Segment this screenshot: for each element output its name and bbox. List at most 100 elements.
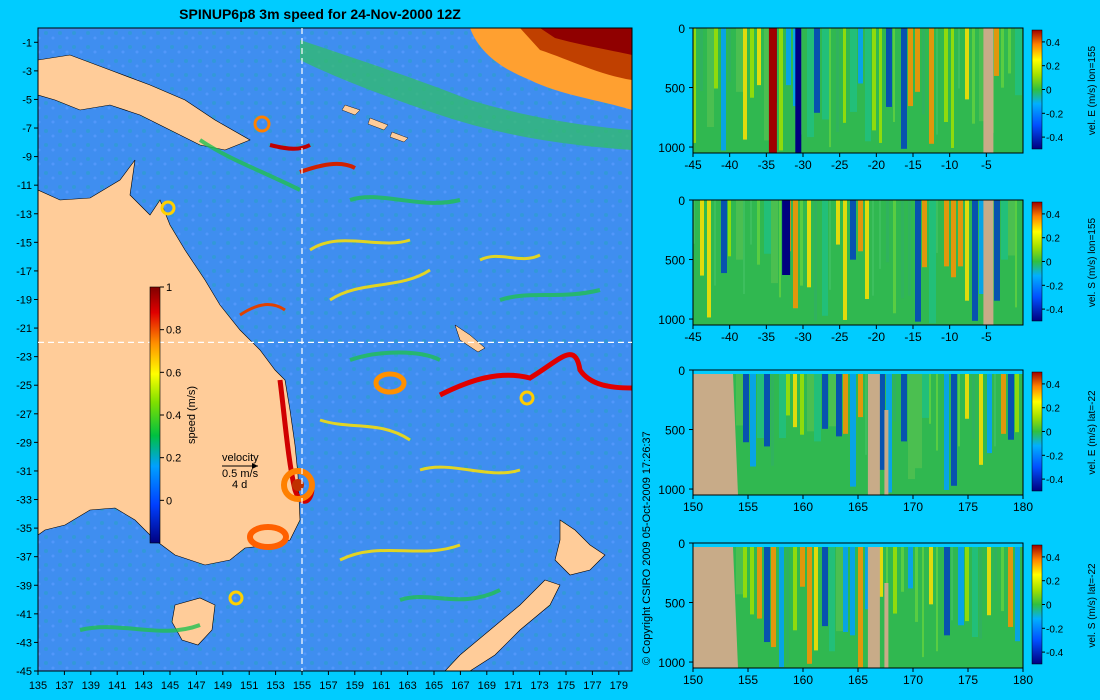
section-colorbar-tick-label: 0.4: [1046, 38, 1060, 49]
section-land: [983, 200, 994, 325]
section-x-tick-label: 175: [958, 673, 978, 687]
section-colorbar-label: vel. E (m/s) lat=-22: [1087, 390, 1098, 475]
map-title: SPINUP6p8 3m speed for 24-Nov-2000 12Z: [179, 6, 461, 22]
lat-tick-label: -23: [16, 352, 32, 364]
lat-tick-label: -39: [16, 580, 32, 592]
section-x-tick-label: 160: [793, 673, 813, 687]
lat-tick-label: -5: [22, 94, 32, 106]
section-x-tick-label: 175: [958, 500, 978, 514]
speed-map: 135 137 139 141 143 145 147 149 151 153 155 157 159 1…: [16, 27, 633, 692]
lat-tick-label: -41: [16, 609, 32, 621]
lat-tick-label: -3: [22, 66, 32, 78]
section-colorbar: [1031, 544, 1043, 665]
section-colorbar-tick-label: 0.4: [1046, 210, 1060, 221]
lon-tick-label: 153: [266, 680, 284, 692]
lon-tick-label: 147: [187, 680, 205, 692]
section-y-tick-label: 500: [665, 82, 685, 96]
new-zealand-north: [554, 519, 606, 576]
section-y-tick-label: 1000: [658, 313, 685, 327]
speed-colorbar-ticks: 1 0.8 0.6 0.4 0.2 0: [160, 282, 181, 507]
section-x-tick-label: -45: [684, 158, 702, 172]
lon-tick-label: 141: [108, 680, 126, 692]
section-x-tick-label: -35: [758, 158, 776, 172]
lon-tick-label: 169: [478, 680, 496, 692]
colorbar-tick-label: 0.4: [166, 410, 181, 422]
section-x-tick-label: -5: [981, 158, 992, 172]
section-x-tick-label: -25: [831, 330, 849, 344]
lon-tick-label: 151: [240, 680, 258, 692]
section-frame: [692, 27, 1024, 154]
section-x-tick-label: 155: [738, 673, 758, 687]
lat-tick-label: -35: [16, 523, 32, 535]
colorbar-tick-label: 0.2: [166, 453, 181, 465]
lat-tick-label: -45: [16, 666, 32, 678]
lon-tick-label: 157: [319, 680, 337, 692]
section-x-tick-label: -40: [721, 158, 739, 172]
tasmania-land: [171, 597, 216, 646]
section-y-tick-label: 0: [678, 364, 685, 378]
section-colorbar-tick-label: -0.4: [1046, 648, 1064, 659]
lat-tick-label: -19: [16, 294, 32, 306]
lat-tick-labels: -1 -3 -5 -7 -9 -11 -13 -15 -17 -19 -21 -23 -25 -27 -29…: [16, 37, 38, 678]
lat-tick-label: -15: [16, 237, 32, 249]
lon-tick-label: 163: [398, 680, 416, 692]
lon-tick-label: 171: [504, 680, 522, 692]
section-x-tick-label: 160: [793, 500, 813, 514]
lon-tick-label: 175: [557, 680, 575, 692]
section-x-tick-label: 165: [848, 500, 868, 514]
lat-tick-label: -1: [22, 37, 32, 49]
section-colorbar-tick-label: -0.2: [1046, 281, 1064, 292]
lon-tick-label: 179: [610, 680, 628, 692]
section-x-tick-label: 180: [1013, 500, 1033, 514]
lat-tick-label: -13: [16, 209, 32, 221]
section-colorbar-tick-label: 0: [1046, 601, 1052, 612]
section-y-tick-label: 500: [665, 597, 685, 611]
lon-tick-label: 135: [29, 680, 47, 692]
section-colorbar-tick-label: -0.4: [1046, 133, 1064, 144]
lon-tick-label: 145: [161, 680, 179, 692]
australia-land: [38, 159, 301, 566]
section-x-tick-label: -5: [981, 330, 992, 344]
section-panel-3: 150 155 160 165 170 175 180 0 500 1000 0.4 0.2 0 -0.2…: [658, 364, 1098, 514]
section-x-tick-label: 180: [1013, 673, 1033, 687]
lat-tick-label: -37: [16, 552, 32, 564]
section-x-tick-label: -30: [794, 158, 812, 172]
lon-tick-labels: 135 137 139 141 143 145 147 149 151 153 155 157 159 1…: [29, 671, 628, 692]
section-colorbar-tick-label: -0.4: [1046, 305, 1064, 316]
section-colorbar-tick-label: -0.4: [1046, 475, 1064, 486]
section-land: [693, 374, 738, 495]
lat-tick-label: -17: [16, 266, 32, 278]
section-land: [693, 547, 738, 668]
section-colorbar: [1031, 201, 1043, 322]
lon-tick-label: 161: [372, 680, 390, 692]
lat-tick-label: -7: [22, 123, 32, 135]
section-x-tick-label: -10: [941, 158, 959, 172]
section-panel-2: -45 -40 -35 -30 -25 -20 -15 -10 -5 0 500 1000 0.4 0.2…: [658, 194, 1098, 344]
section-colorbar-tick-label: -0.2: [1046, 109, 1064, 120]
lon-tick-label: 173: [530, 680, 548, 692]
section-colorbar-tick-label: 0.2: [1046, 577, 1060, 588]
section-colorbar-tick-label: 0.2: [1046, 234, 1060, 245]
lat-tick-label: -21: [16, 323, 32, 335]
speed-colorbar-label: speed (m/s): [186, 386, 198, 444]
lat-tick-label: -11: [17, 180, 32, 192]
section-x-tick-label: 165: [848, 673, 868, 687]
section-colorbar-tick-label: -0.2: [1046, 624, 1064, 635]
lon-tick-label: 143: [134, 680, 152, 692]
section-y-tick-label: 1000: [658, 483, 685, 497]
section-colorbar-tick-label: 0: [1046, 86, 1052, 97]
section-x-tick-label: -45: [684, 330, 702, 344]
section-y-tick-label: 0: [678, 537, 685, 551]
velocity-legend: velocity 0.5 m/s 4 d: [222, 452, 259, 491]
lon-tick-label: 155: [293, 680, 311, 692]
lon-tick-label: 149: [214, 680, 232, 692]
section-x-tick-label: 170: [903, 673, 923, 687]
lat-tick-label: -31: [16, 466, 32, 478]
lat-tick-label: -33: [16, 495, 32, 507]
section-land: [983, 28, 994, 153]
section-colorbar-tick-label: 0.2: [1046, 62, 1060, 73]
section-panels: -45 -40 -35 -30 -25 -20 -15 -10 -5 0 500 1000 0.4 0.2…: [658, 22, 1098, 687]
section-frame: [692, 199, 1024, 326]
section-x-tick-label: 150: [683, 673, 703, 687]
section-colorbar: [1031, 371, 1043, 492]
